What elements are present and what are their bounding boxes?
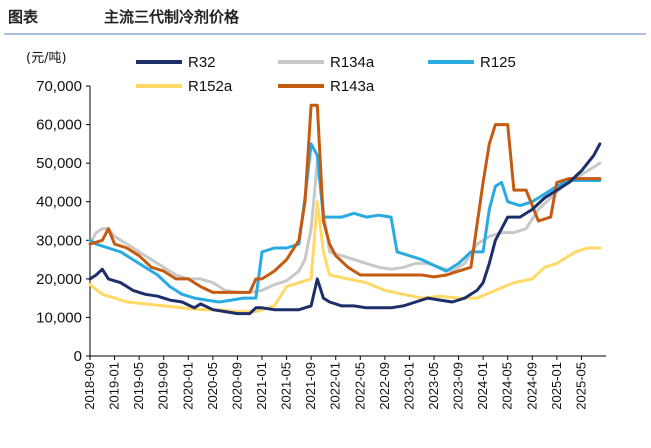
chart-title: 主流三代制冷剂价格: [104, 8, 240, 26]
x-tick-label: 2020-09: [229, 362, 244, 410]
series-layer: [88, 103, 602, 316]
x-tick-label: 2019-05: [131, 362, 146, 410]
x-tick-label: 2022-01: [328, 362, 343, 410]
y-tick-label: 0: [74, 348, 82, 365]
figure-label: 图表: [8, 8, 39, 26]
y-tick-label: 60,000: [36, 117, 82, 134]
x-tick-label: 2019-01: [107, 362, 122, 410]
legend-label-r143a: R143a: [330, 78, 375, 95]
legend-label-r125: R125: [480, 54, 516, 71]
x-tick-label: 2021-01: [254, 362, 269, 410]
y-tick-label: 30,000: [36, 232, 82, 249]
x-tick-label: 2022-05: [352, 362, 367, 410]
y-tick-label: 50,000: [36, 155, 82, 172]
x-tick-label: 2025-01: [549, 362, 564, 410]
x-tick-label: 2023-09: [451, 362, 466, 410]
x-tick-label: 2024-09: [524, 362, 539, 410]
legend-label-r152a: R152a: [188, 78, 233, 95]
y-tick-label: 10,000: [36, 309, 82, 326]
x-tick-label: 2025-05: [573, 362, 588, 410]
x-tick-label: 2023-01: [401, 362, 416, 410]
x-tick-label: 2022-09: [377, 362, 392, 410]
x-tick-label: 2020-05: [205, 362, 220, 410]
x-tick-label: 2019-09: [156, 362, 171, 410]
y-tick-label: 70,000: [36, 78, 82, 95]
x-tick-label: 2021-05: [279, 362, 294, 410]
y-axis: 0 10,000 20,000 30,000 40,000 50,000 60,000 70,…: [36, 78, 91, 365]
x-tick-label: 2024-01: [475, 362, 490, 410]
x-tick-label: 2020-01: [180, 362, 195, 410]
legend-label-r134a: R134a: [330, 54, 375, 71]
series-line-r152a: [88, 200, 602, 314]
y-axis-unit: (元/吨): [26, 51, 67, 66]
legend-label-r32: R32: [188, 54, 216, 71]
series-line-r32: [88, 142, 602, 316]
y-tick-label: 20,000: [36, 271, 82, 288]
x-tick-label: 2024-05: [500, 362, 515, 410]
x-tick-label: 2023-05: [426, 362, 441, 410]
x-tick-label: 2018-09: [82, 362, 97, 410]
x-tick-label: 2021-09: [303, 362, 318, 410]
x-axis: 2018-09 2019-01 2019-05 2019-09 2020-01 2020-…: [82, 355, 606, 410]
y-tick-label: 40,000: [36, 194, 82, 211]
legend: R32 R134a R125 R152a R143a: [136, 54, 516, 95]
series-line-r143a: [88, 103, 602, 294]
series-line-r125: [88, 142, 602, 304]
